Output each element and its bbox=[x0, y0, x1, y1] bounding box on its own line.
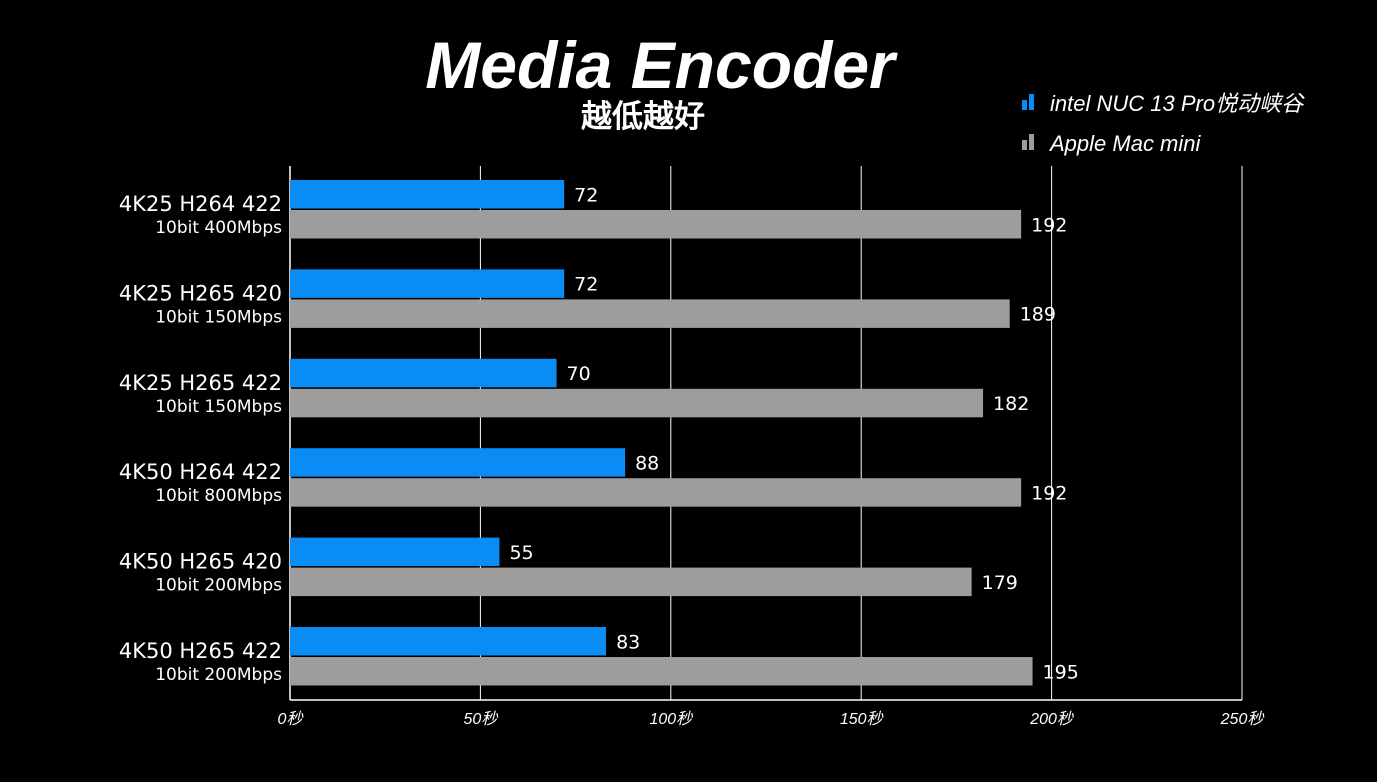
legend-swatch-small bbox=[1022, 140, 1027, 150]
category-sublabel: 10bit 150Mbps bbox=[155, 307, 282, 327]
data-label: 195 bbox=[1043, 661, 1079, 683]
legend: intel NUC 13 Pro悦动峡谷 Apple Mac mini bbox=[1022, 91, 1305, 156]
bar-apple bbox=[290, 299, 1010, 328]
grid-lines bbox=[289, 166, 1243, 701]
data-label: 55 bbox=[509, 542, 533, 564]
category-label: 4K25 H264 422 bbox=[119, 192, 282, 216]
bar-intel bbox=[290, 627, 607, 656]
category-label: 4K25 H265 420 bbox=[119, 281, 282, 305]
category-sublabel: 10bit 800Mbps bbox=[155, 486, 282, 506]
bar-apple bbox=[290, 478, 1022, 507]
data-label: 182 bbox=[993, 393, 1029, 415]
tick-label: 100秒 bbox=[649, 710, 693, 728]
data-label: 192 bbox=[1031, 214, 1067, 236]
tick-label: 200秒 bbox=[1029, 710, 1074, 728]
tick-label: 150秒 bbox=[840, 710, 884, 728]
data-label: 70 bbox=[567, 363, 591, 385]
data-label: 192 bbox=[1031, 482, 1067, 504]
data-label: 72 bbox=[574, 184, 598, 206]
tick-label: 0秒 bbox=[278, 710, 304, 728]
category-sublabel: 10bit 200Mbps bbox=[155, 665, 282, 685]
legend-item-intel: intel NUC 13 Pro悦动峡谷 bbox=[1022, 91, 1305, 116]
legend-label: Apple Mac mini bbox=[1048, 131, 1202, 156]
data-label: 179 bbox=[982, 572, 1018, 594]
category-label: 4K25 H265 422 bbox=[119, 371, 282, 395]
category-label: 4K50 H265 422 bbox=[119, 639, 282, 663]
category-sublabel: 10bit 200Mbps bbox=[155, 576, 282, 596]
data-label: 72 bbox=[574, 274, 598, 296]
category-label: 4K50 H265 420 bbox=[119, 550, 282, 574]
data-label: 83 bbox=[616, 631, 640, 653]
legend-item-apple: Apple Mac mini bbox=[1022, 131, 1202, 156]
bar-intel bbox=[290, 448, 626, 477]
chart-title: Media Encoder bbox=[425, 28, 898, 102]
legend-swatch-tall bbox=[1029, 134, 1034, 150]
category-label: 4K50 H264 422 bbox=[119, 460, 282, 484]
bar-apple bbox=[290, 657, 1033, 686]
bars bbox=[290, 180, 1033, 686]
bar-intel bbox=[290, 358, 557, 388]
bar-intel bbox=[290, 180, 565, 209]
category-sublabel: 10bit 150Mbps bbox=[155, 397, 282, 417]
data-label: 189 bbox=[1020, 304, 1056, 326]
legend-label: intel NUC 13 Pro悦动峡谷 bbox=[1050, 91, 1305, 116]
bar-apple bbox=[290, 210, 1022, 239]
tick-label: 250秒 bbox=[1220, 710, 1265, 728]
category-sublabel: 10bit 400Mbps bbox=[155, 218, 282, 238]
bar-intel bbox=[290, 537, 500, 567]
bar-apple bbox=[290, 388, 984, 418]
bar-apple bbox=[290, 567, 972, 597]
legend-swatch-small bbox=[1022, 100, 1027, 110]
chart-subtitle: 越低越好 bbox=[581, 99, 705, 135]
bar-intel bbox=[290, 269, 565, 298]
tick-label: 50秒 bbox=[463, 710, 498, 728]
data-label: 88 bbox=[635, 452, 659, 474]
legend-swatch-tall bbox=[1029, 94, 1034, 110]
